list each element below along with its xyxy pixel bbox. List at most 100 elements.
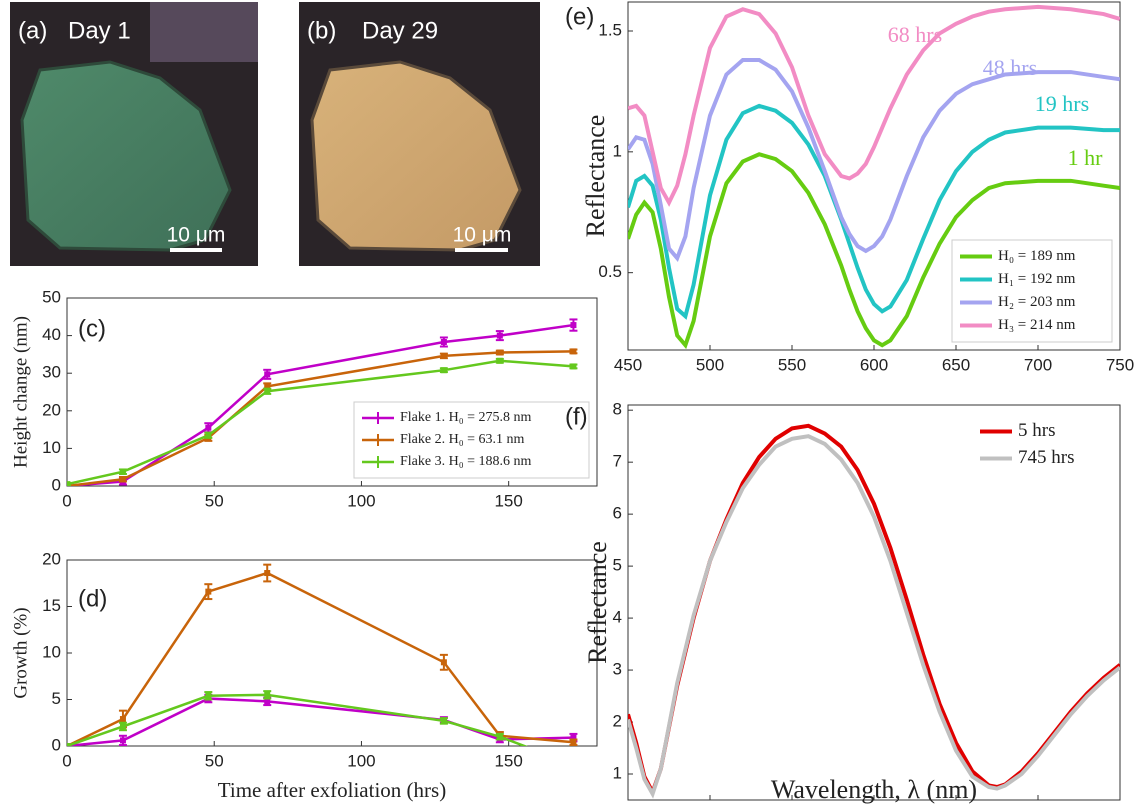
error-bar — [439, 717, 448, 725]
error-bar — [495, 330, 504, 342]
marker — [264, 698, 271, 705]
error-bar — [439, 352, 448, 360]
y-tick-label: 15 — [42, 596, 61, 615]
x-tick-label: 500 — [696, 355, 724, 374]
error-bar — [118, 475, 127, 483]
y-tick-label: 1 — [613, 141, 622, 160]
y-tick-label: 5 — [52, 689, 61, 708]
legend: H₀ = 189 nm H₁ = 192 nm H₂ = 203 nm H₃ = 21… — [951, 239, 1113, 343]
y-tick-label: 5 — [613, 556, 622, 575]
image-label: (b) — [307, 17, 336, 44]
plot-marks — [67, 318, 578, 486]
marker — [264, 388, 271, 395]
legend-label: Flake 3. H₀ = 188.6 nm — [400, 454, 531, 469]
legend-label: H₂ = 203 nm — [998, 294, 1076, 310]
y-tick-label: 20 — [42, 400, 61, 419]
plot-marks — [628, 4, 1120, 350]
marker — [440, 338, 447, 345]
panel-label: (c) — [78, 315, 106, 342]
x-axis-label: Wavelength, λ (nm) — [771, 775, 977, 804]
plot-marks — [67, 563, 578, 768]
marker — [119, 468, 126, 475]
y-tick-label: 40 — [42, 325, 61, 344]
series-annotation: 1 hr — [1068, 145, 1104, 170]
error-bar — [569, 348, 578, 355]
y-tick-label: 50 — [42, 287, 61, 306]
legend-label: 745 hrs — [1018, 447, 1074, 468]
chart: 450 500 550 600 650 700 750 1 2 3 4 5 6 7 8 (f) Reflecta… — [565, 400, 1134, 809]
error-bar — [67, 481, 71, 486]
marker — [67, 743, 70, 746]
x-tick-label: 750 — [1106, 355, 1134, 374]
marker — [119, 476, 126, 483]
marker — [264, 371, 271, 378]
marker — [119, 716, 126, 723]
error-bar — [118, 734, 127, 746]
marker — [264, 691, 271, 698]
error-bar — [569, 363, 578, 370]
error-bar — [569, 738, 578, 746]
x-tick-label: 650 — [942, 805, 970, 809]
marker — [570, 762, 576, 768]
x-tick-label: 550 — [778, 805, 806, 809]
image-caption: Day 1 — [68, 17, 131, 44]
panel-label: (d) — [78, 585, 107, 612]
legend: 5 hrs 745 hrs — [980, 420, 1074, 468]
y-tick-label: 4 — [613, 608, 622, 627]
image-a: (a) Day 1 10 μm — [10, 2, 258, 266]
x-tick-label: 550 — [778, 355, 806, 374]
image-b: (b) Day 29 10 μm — [299, 2, 540, 266]
marker — [440, 367, 447, 374]
chart: 450 500 550 600 650 700 750 0.5 1 1.5(e) Reflectan… — [565, 1, 1134, 374]
marker — [570, 739, 577, 746]
x-tick-label: 700 — [1024, 355, 1052, 374]
error-bar — [569, 762, 577, 768]
series-line — [628, 434, 1120, 799]
x-tick-label: 650 — [942, 355, 970, 374]
image-region — [150, 2, 258, 62]
marker — [264, 570, 271, 577]
panel-label: (e) — [565, 3, 594, 30]
x-tick-label: 50 — [205, 751, 224, 770]
x-tick-label: 750 — [1106, 805, 1134, 809]
y-tick-label: 30 — [42, 363, 61, 382]
plot-area — [627, 404, 1121, 801]
y-tick-label: 7 — [613, 452, 622, 471]
error-bar — [67, 743, 71, 746]
x-axis-label: Time after exfoliation (hrs) — [218, 778, 446, 802]
marker — [205, 432, 212, 439]
y-tick-label: 2 — [613, 712, 622, 731]
marker — [496, 332, 503, 339]
y-tick-label: 10 — [42, 642, 61, 661]
x-tick-label: 0 — [62, 751, 71, 770]
marker — [205, 588, 212, 595]
error-bar — [495, 357, 504, 364]
error-bar — [495, 732, 504, 741]
error-bar — [204, 691, 213, 701]
x-tick-label: 600 — [860, 355, 888, 374]
marker — [264, 383, 271, 390]
error-bar — [263, 368, 272, 380]
y-tick-label: 10 — [42, 438, 61, 457]
legend-label: H₃ = 214 nm — [998, 317, 1076, 333]
scale-bar-label: 10 μm — [453, 224, 512, 247]
y-axis-label: Reflectance — [583, 541, 612, 664]
marker — [440, 659, 447, 666]
series-annotation: 19 hrs — [1035, 91, 1089, 116]
marker — [570, 322, 577, 329]
error-bar — [204, 431, 213, 439]
image-caption: Day 29 — [362, 17, 438, 44]
x-tick-label: 100 — [347, 491, 375, 510]
legend-label: 5 hrs — [1018, 420, 1055, 441]
error-bar — [439, 653, 448, 671]
error-bar — [569, 318, 578, 332]
y-tick-label: 0 — [52, 735, 61, 754]
error-bar — [118, 468, 127, 475]
x-tick-label: 150 — [494, 491, 522, 510]
x-tick-label: 150 — [494, 751, 522, 770]
legend: Flake 1. H₀ = 275.8 nm Flake 2. H₀ = 63.1… — [353, 401, 590, 479]
series-annotation: 68 hrs — [888, 22, 942, 47]
x-tick-label: 0 — [62, 491, 71, 510]
marker — [570, 348, 577, 355]
